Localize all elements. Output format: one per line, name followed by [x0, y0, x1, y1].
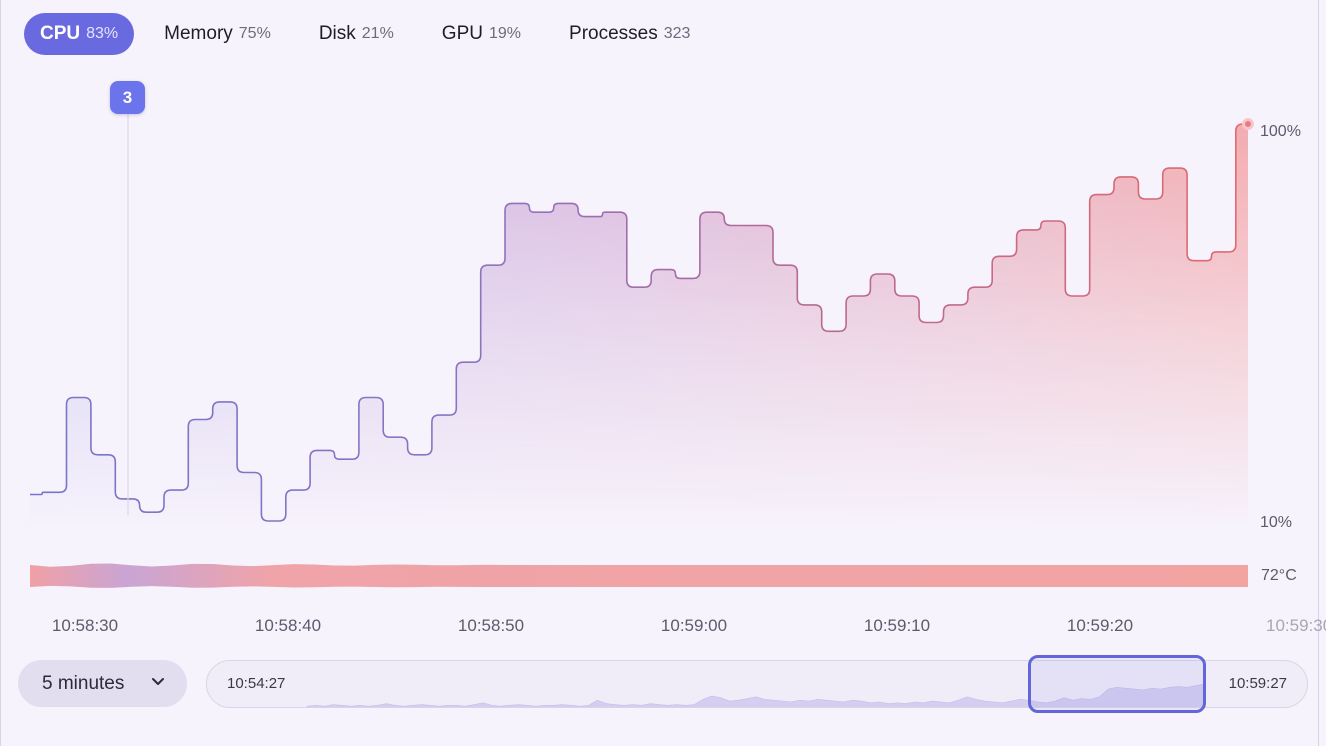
metric-tabs: CPU 83% Memory 75% Disk 21% GPU 19% Proc… [24, 13, 720, 55]
chevron-down-icon [152, 678, 164, 685]
overview-area [306, 683, 1206, 707]
tab-processes-value: 323 [663, 25, 691, 42]
tab-memory-label: Memory [164, 23, 233, 44]
y-tick-min: 10% [1260, 514, 1293, 531]
tab-processes[interactable]: Processes 323 [551, 13, 708, 55]
marker-badge[interactable]: 3 [110, 81, 145, 114]
overview-end-time: 10:59:27 [1228, 675, 1287, 692]
tab-gpu[interactable]: GPU 19% [424, 13, 539, 55]
time-range-label: 5 minutes [42, 672, 125, 694]
tab-disk-value: 21% [361, 25, 394, 42]
x-tick-label: 10:58:40 [254, 616, 322, 635]
x-tick-label: 10:59:10 [863, 616, 931, 635]
tab-cpu[interactable]: CPU 83% [24, 13, 135, 55]
tab-cpu-value: 83% [86, 25, 119, 42]
overview-selection-window[interactable] [1028, 655, 1206, 713]
tab-gpu-value: 19% [488, 25, 522, 42]
tab-disk-label: Disk [318, 23, 356, 44]
latest-value-dot [1242, 118, 1254, 130]
overview-sparkline [306, 683, 1206, 707]
time-range-select[interactable]: 5 minutes [18, 660, 187, 707]
cpu-area-fill [30, 124, 1248, 527]
overview-timeline[interactable]: 10:54:27 10:59:27 [206, 660, 1308, 708]
cpu-chart [30, 114, 1254, 588]
cpu-series-line [30, 123, 1248, 522]
tab-processes-label: Processes [569, 23, 658, 44]
tab-cpu-label: CPU [40, 23, 81, 44]
x-tick-label: 10:59:00 [660, 616, 728, 635]
right-frame-edge [1318, 0, 1319, 746]
tab-memory-value: 75% [238, 25, 271, 42]
y-tick-max: 100% [1260, 123, 1301, 140]
tab-disk[interactable]: Disk 21% [301, 13, 412, 55]
temperature-label: 72°C [1261, 567, 1297, 584]
temperature-bar [30, 563, 1248, 588]
x-tick-label: 10:59:30 [1266, 616, 1326, 635]
x-tick-label: 10:58:30 [51, 616, 119, 635]
x-tick-label: 10:58:50 [457, 616, 525, 635]
tab-memory[interactable]: Memory 75% [146, 13, 289, 55]
x-tick-label: 10:59:20 [1066, 616, 1134, 635]
tab-gpu-label: GPU [441, 23, 483, 44]
left-frame-edge [0, 0, 1, 746]
overview-start-time: 10:54:27 [227, 675, 286, 692]
